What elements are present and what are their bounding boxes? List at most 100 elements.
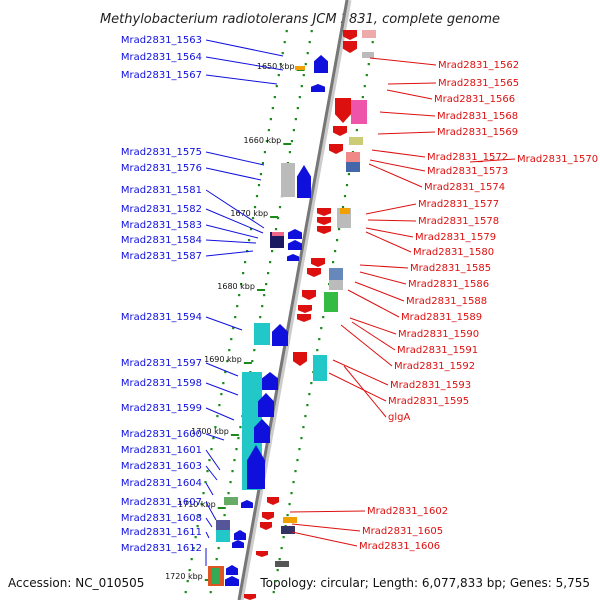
right-dotted-track-dot — [347, 173, 351, 176]
leader-line-right — [377, 131, 436, 135]
left-dotted-track-dot — [283, 41, 286, 44]
gene-block-orange — [295, 66, 305, 70]
leader-line-right — [469, 158, 516, 163]
left-dotted-track-dot — [208, 459, 211, 462]
forward-gene-arrow — [311, 84, 325, 92]
reverse-gene-arrow — [244, 594, 256, 600]
left-dotted-track-dot — [210, 448, 213, 451]
left-inner-dotted-track-dot — [263, 294, 266, 297]
left-inner-dotted-track-dot — [223, 514, 226, 517]
left-dotted-track-dot — [242, 272, 245, 275]
leader-line-right — [387, 82, 437, 85]
left-inner-dotted-track-dot — [217, 547, 220, 550]
left-dotted-track-dot — [214, 426, 217, 429]
gene-label-right: Mrad2831_1577 — [418, 199, 499, 210]
leader-line-right — [291, 523, 361, 532]
right-dotted-track-dot — [294, 470, 297, 473]
gene-label-right: Mrad2831_1589 — [401, 312, 482, 323]
left-inner-dotted-track-dot — [302, 74, 305, 77]
forward-gene-arrow — [234, 530, 246, 540]
right-dotted-track-dot — [335, 239, 339, 242]
leader-line-right — [289, 510, 366, 513]
gene-label-right: Mrad2831_1588 — [406, 296, 487, 307]
reverse-gene-arrow — [317, 226, 331, 234]
gene-block-green — [324, 292, 338, 312]
leader-line-right — [379, 111, 436, 117]
gene-label-right: Mrad2831_1592 — [394, 361, 475, 372]
gene-label-right: Mrad2831_1590 — [398, 329, 479, 340]
leader-line-right — [343, 365, 387, 418]
scale-label-k1680: 1680 kbp — [217, 282, 255, 291]
left-dotted-track-dot — [186, 580, 189, 583]
left-dotted-track-dot — [212, 437, 215, 440]
left-inner-dotted-track-dot — [271, 250, 274, 253]
right-dotted-track-dot — [300, 437, 303, 440]
leader-line-right — [354, 281, 405, 302]
left-dotted-track-dot — [247, 239, 251, 242]
left-inner-dotted-track-dot — [296, 107, 299, 110]
leader-line-right — [386, 89, 433, 100]
left-inner-dotted-track-dot — [298, 96, 301, 99]
gene-label-left: Mrad2831_1563 — [121, 35, 202, 46]
forward-gene-arrow — [287, 254, 299, 261]
left-dotted-track-dot — [230, 338, 233, 341]
leader-line-right — [349, 317, 397, 335]
right-dotted-track-dot — [367, 63, 370, 66]
gene-block-olive — [349, 137, 363, 145]
leader-line-left — [205, 501, 217, 521]
leader-line-left — [205, 189, 265, 229]
left-dotted-track-dot — [238, 294, 241, 297]
gene-label-left: Mrad2831_1575 — [121, 147, 202, 158]
gene-label-left: Mrad2831_1583 — [121, 220, 202, 231]
gene-label-left: Mrad2831_1587 — [121, 251, 202, 262]
leader-line-right — [369, 159, 426, 172]
reverse-gene-arrow — [335, 98, 351, 123]
leader-line-left — [205, 465, 218, 481]
gene-label-right: Mrad2831_1568 — [437, 111, 518, 122]
scale-label-k1700: 1700 kbp — [191, 427, 229, 436]
gene-label-left: Mrad2831_1604 — [121, 478, 202, 489]
leader-line-left — [205, 433, 225, 441]
left-dotted-track-dot — [188, 569, 191, 572]
forward-gene-arrow — [225, 576, 239, 586]
left-inner-dotted-track-dot — [239, 426, 242, 429]
right-dotted-track-dot — [341, 206, 345, 209]
gene-block-grey — [329, 280, 343, 290]
gene-label-right: Mrad2831_1566 — [434, 94, 515, 105]
reverse-gene-arrow — [343, 41, 357, 53]
left-dotted-track-dot — [224, 371, 227, 374]
gene-block-green — [212, 568, 220, 584]
left-dotted-track-dot — [192, 547, 195, 550]
left-dotted-track-dot — [265, 140, 268, 143]
left-dotted-track-dot — [253, 206, 257, 209]
left-dotted-track-dot — [269, 118, 272, 121]
forward-gene-arrow — [288, 240, 302, 250]
right-dotted-track-dot — [308, 393, 311, 396]
leader-line-right — [365, 231, 412, 253]
left-dotted-track-dot — [275, 85, 278, 88]
gene-label-right: Mrad2831_1565 — [438, 78, 519, 89]
gene-label-right: Mrad2831_1562 — [438, 60, 519, 71]
right-dotted-track-dot — [355, 129, 358, 132]
forward-gene-arrow — [258, 393, 274, 417]
leader-line-left — [205, 482, 214, 496]
left-inner-dotted-track-dot — [251, 360, 254, 363]
gene-label-left: Mrad2831_1600 — [121, 429, 202, 440]
gene-block-pink — [362, 30, 376, 38]
reverse-gene-arrow — [329, 144, 343, 154]
left-inner-dotted-track-dot — [276, 217, 280, 220]
right-dotted-track-dot — [361, 96, 364, 99]
left-dotted-track-dot — [279, 63, 282, 66]
leader-line-left — [205, 56, 284, 71]
left-dotted-track-dot — [259, 173, 263, 176]
right-dotted-track-dot — [296, 459, 299, 462]
scale-label-k1690: 1690 kbp — [204, 355, 242, 364]
gene-label-right: Mrad2831_1573 — [427, 166, 508, 177]
gene-label-left: Mrad2831_1612 — [121, 543, 202, 554]
gene-block-cyan — [216, 530, 230, 542]
leader-line-left — [205, 449, 221, 471]
gene-label-right: Mrad2831_1578 — [418, 216, 499, 227]
right-dotted-track-dot — [345, 184, 349, 187]
right-dotted-track-dot — [320, 327, 323, 330]
